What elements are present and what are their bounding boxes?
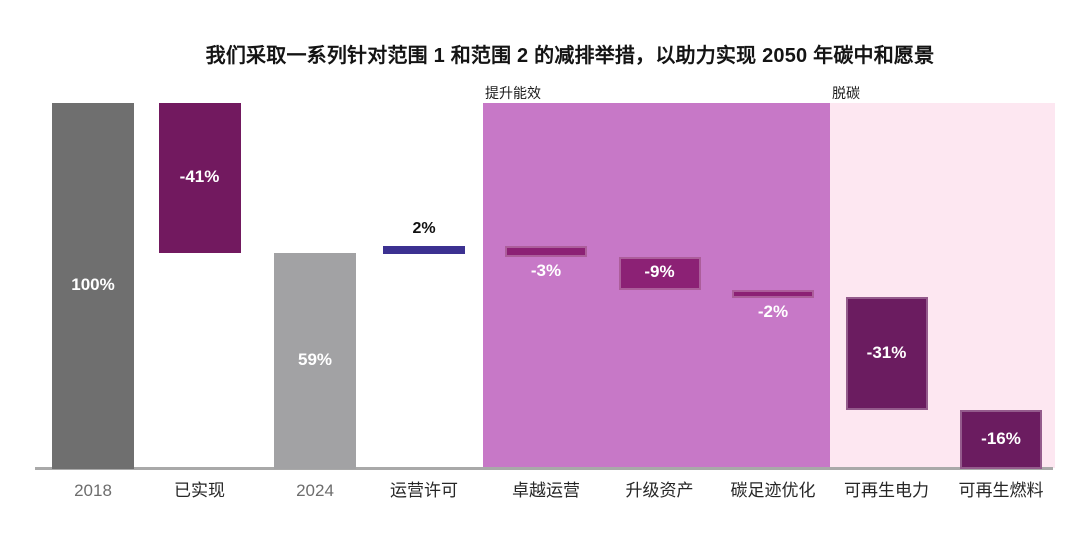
x-axis-label: 运营许可	[390, 481, 458, 500]
x-axis-label: 2024	[296, 481, 334, 500]
waterfall-bar	[732, 289, 814, 298]
waterfall-bar	[274, 253, 356, 469]
x-axis-label: 已实现	[174, 481, 225, 500]
bar-value-label: 59%	[297, 350, 333, 370]
waterfall-bar	[383, 245, 465, 254]
chart-title: 我们采取一系列针对范围 1 和范围 2 的减排举措，以助力实现 2050 年碳中…	[205, 45, 935, 67]
bar-value-label: -41%	[179, 167, 220, 187]
x-axis-label: 卓越运营	[512, 481, 580, 500]
x-axis-label: 碳足迹优化	[730, 481, 816, 500]
region-label: 脱碳	[832, 85, 860, 101]
bar-value-label: -9%	[644, 262, 675, 282]
waterfall-bar	[158, 103, 241, 254]
bar-value-label: -16%	[981, 428, 1021, 448]
waterfall-bar	[505, 245, 587, 257]
waterfall-bar	[845, 296, 928, 411]
x-axis-label: 可再生电力	[844, 481, 929, 500]
x-axis-label: 升级资产	[625, 481, 694, 500]
x-axis-label: 2018	[74, 481, 112, 500]
waterfall-bar	[960, 410, 1042, 469]
region-label: 提升能效	[485, 85, 541, 101]
waterfall-bar	[618, 256, 701, 290]
waterfall-bar	[52, 103, 134, 469]
x-axis-label: 可再生燃料	[958, 481, 1044, 500]
bar-value-label: -31%	[866, 342, 907, 362]
bar-value-label: -3%	[530, 260, 562, 280]
x-axis-line	[35, 467, 1053, 470]
bar-value-label: 2%	[412, 219, 436, 237]
bar-value-label: 100%	[71, 275, 115, 294]
bar-value-label: -2%	[757, 301, 789, 321]
